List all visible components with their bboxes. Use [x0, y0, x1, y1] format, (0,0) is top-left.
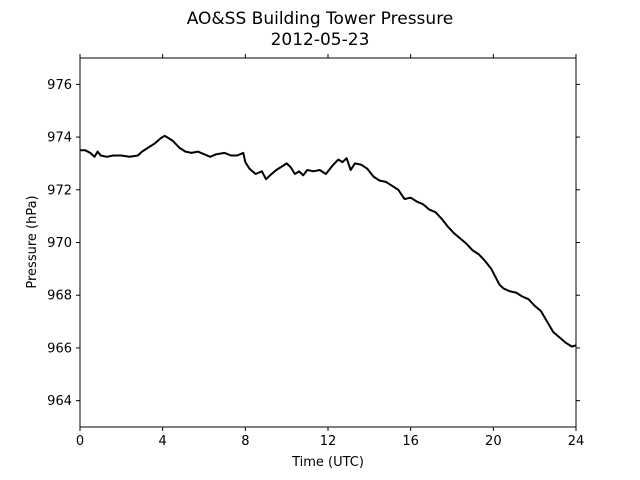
chart-subtitle: 2012-05-23	[271, 30, 370, 50]
x-axis-label: Time (UTC)	[291, 455, 364, 470]
x-tick-label: 16	[402, 434, 419, 449]
x-tick-label: 12	[320, 434, 337, 449]
y-axis-label: Pressure (hPa)	[25, 195, 40, 288]
y-tick-label: 974	[47, 131, 72, 146]
y-tick-label: 972	[47, 183, 72, 198]
y-tick-label: 970	[47, 236, 72, 251]
y-tick-label: 964	[47, 394, 72, 409]
y-tick-label: 976	[47, 78, 72, 93]
y-tick-label: 968	[47, 289, 72, 304]
x-tick-label: 24	[568, 434, 585, 449]
x-tick-label: 8	[241, 434, 249, 449]
x-tick-label: 20	[485, 434, 502, 449]
y-tick-label: 966	[47, 341, 72, 356]
plot-area: 0 4 8 12 16 20 24 964 966 968 970 972 974 976	[47, 54, 584, 449]
plot-frame	[79, 57, 577, 428]
chart-title: AO&SS Building Tower Pressure	[187, 9, 454, 29]
x-tick-label: 0	[76, 434, 84, 449]
x-tick-label: 4	[159, 434, 167, 449]
series-line-0	[80, 134, 577, 348]
